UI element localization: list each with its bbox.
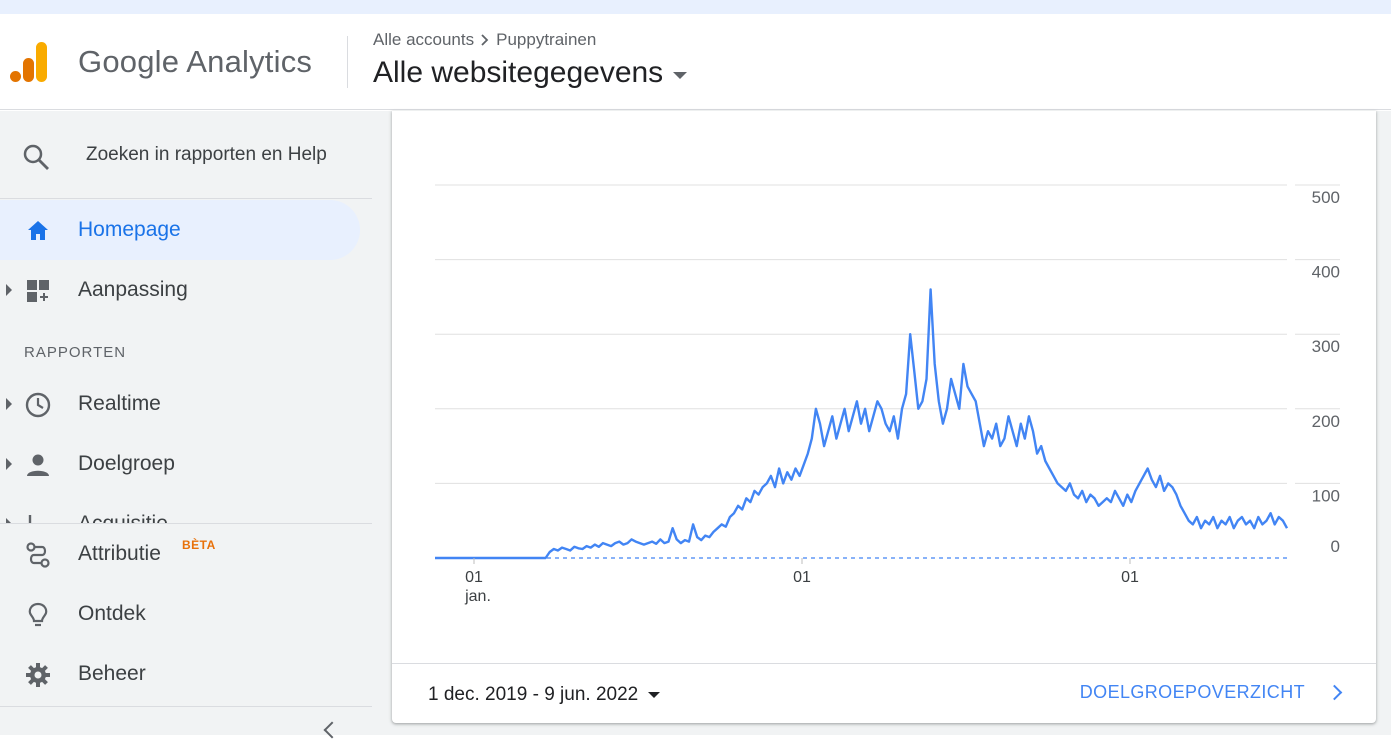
collapse-sidebar-icon[interactable] — [323, 721, 341, 739]
caret-down-icon — [673, 71, 688, 79]
y-tick-label: 300 — [1312, 337, 1340, 356]
expand-arrow-icon[interactable] — [6, 398, 12, 410]
x-tick-label: jan. — [464, 588, 491, 605]
audience-card: 500 400 300 200 100 0 01 jan. 01 01 1 dec. 2019 -… — [392, 111, 1376, 723]
search-icon — [23, 144, 49, 170]
x-tick-label: 01 — [465, 569, 483, 586]
nav-label: Aanpassing — [78, 278, 188, 301]
person-icon — [27, 454, 49, 476]
nav-label: Doelgroep — [78, 452, 175, 475]
view-selector[interactable]: Alle websitegegevens — [373, 56, 688, 90]
reports-section-title: RAPPORTEN — [24, 344, 127, 361]
breadcrumb-property[interactable]: Puppytrainen — [496, 30, 597, 49]
nav-attributie[interactable]: Attributie BÈTA — [0, 524, 360, 584]
y-tick-label: 200 — [1312, 412, 1340, 431]
caret-down-icon — [648, 692, 661, 698]
nav-label: Beheer — [78, 662, 146, 685]
header-divider — [347, 36, 348, 88]
product-name[interactable]: Google Analytics — [78, 44, 313, 79]
x-tick-label: 01 — [793, 569, 811, 586]
attribution-icon — [26, 542, 50, 568]
expand-arrow-icon[interactable] — [6, 518, 12, 523]
series-line — [435, 288, 1289, 560]
customization-icon — [27, 280, 49, 302]
expand-arrow-icon[interactable] — [6, 284, 12, 296]
reports-list: Realtime Doelgroep Acquisitie — [0, 373, 372, 523]
users-line-chart: 500 400 300 200 100 0 01 jan. 01 01 — [435, 184, 1340, 605]
clock-icon — [25, 392, 51, 418]
gear-icon — [26, 663, 50, 687]
chevron-right-icon — [1326, 684, 1343, 701]
x-tick-label: 01 — [1121, 569, 1139, 586]
nav-ontdek[interactable]: Ontdek — [0, 584, 360, 644]
y-tick-label: 500 — [1312, 188, 1340, 207]
view-name: Alle websitegegevens — [373, 56, 664, 89]
home-icon — [28, 221, 48, 240]
y-tick-label: 0 — [1331, 537, 1340, 556]
analytics-logo-icon[interactable] — [10, 40, 50, 84]
nav-label: Ontdek — [78, 602, 146, 625]
search-input[interactable]: Zoeken in rapporten en Help — [86, 144, 327, 165]
overview-link-text: DOELGROEPOVERZICHT — [1079, 682, 1305, 702]
nav-aanpassing[interactable]: Aanpassing — [0, 260, 360, 320]
nav-label: Homepage — [78, 218, 181, 241]
breadcrumb-account[interactable]: Alle accounts — [373, 30, 475, 49]
beta-badge: BÈTA — [182, 538, 216, 552]
audience-overview-link[interactable]: DOELGROEPOVERZICHT — [1079, 682, 1343, 703]
date-range-text: 1 dec. 2019 - 9 jun. 2022 — [428, 684, 639, 705]
divider — [0, 706, 372, 707]
search-bar[interactable]: Zoeken in rapporten en Help — [0, 111, 372, 199]
acquisition-icon — [28, 515, 32, 523]
nav-realtime[interactable]: Realtime — [0, 374, 360, 434]
top-strip — [0, 0, 1391, 14]
sidebar: Zoeken in rapporten en Help Homepage Aan… — [0, 111, 372, 739]
nav-homepage[interactable]: Homepage — [0, 200, 360, 260]
nav-acquisitie[interactable]: Acquisitie — [0, 494, 360, 523]
y-tick-label: 400 — [1312, 263, 1340, 282]
expand-arrow-icon[interactable] — [6, 458, 12, 470]
nav-label: Attributie — [78, 542, 161, 565]
nav-beheer[interactable]: Beheer — [0, 644, 360, 704]
y-tick-label: 100 — [1312, 486, 1340, 505]
lightbulb-icon — [28, 602, 48, 627]
nav-label: Realtime — [78, 392, 161, 415]
date-range-selector[interactable]: 1 dec. 2019 - 9 jun. 2022 — [428, 684, 661, 706]
breadcrumb: Alle accounts Puppytrainen — [373, 30, 596, 50]
bottom-nav: Attributie BÈTA Ontdek Beheer — [0, 523, 372, 739]
header: Google Analytics Alle accounts Puppytrai… — [0, 14, 1391, 110]
card-footer: 1 dec. 2019 - 9 jun. 2022 DOELGROEPOVERZ… — [392, 663, 1376, 723]
nav-label: Acquisitie — [78, 512, 168, 523]
nav-doelgroep[interactable]: Doelgroep — [0, 434, 360, 494]
chevron-right-icon — [480, 34, 490, 46]
